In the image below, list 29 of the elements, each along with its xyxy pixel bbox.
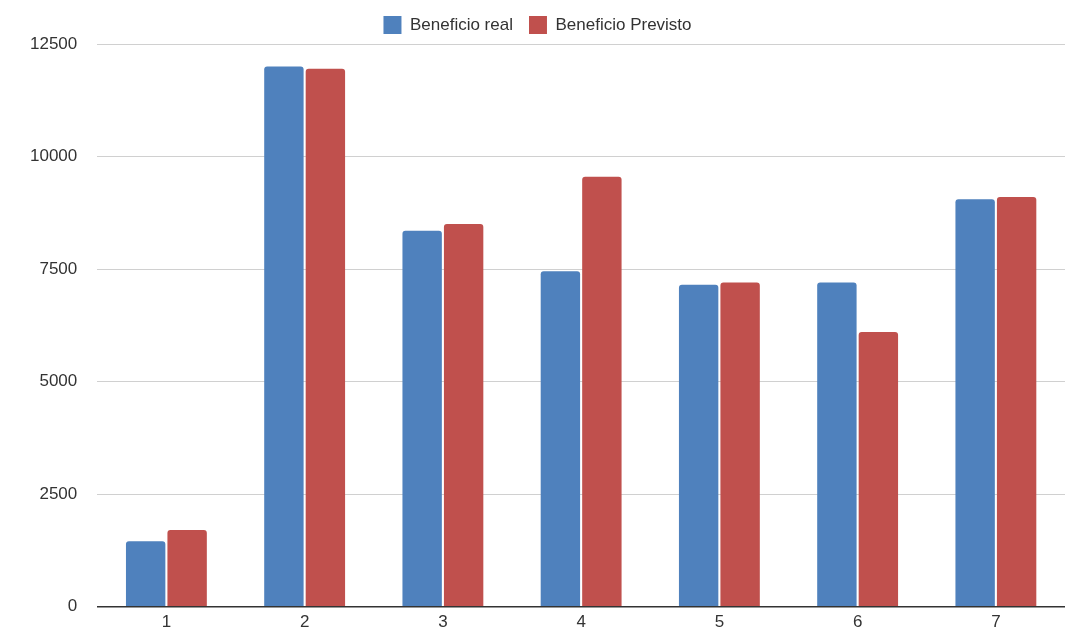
y-tick-label: 12500 [29,33,78,53]
bar [582,176,622,607]
x-tick-label: 3 [438,612,448,632]
bar [678,284,719,607]
x-tick-label: 2 [299,612,310,632]
y-tick-label: 10000 [29,146,78,166]
y-tick-label: 2500 [39,483,78,503]
legend-label: Beneficio Previsto [555,14,692,34]
bar [264,66,304,607]
bar [817,282,857,607]
x-tick-label: 4 [576,612,586,632]
bar [955,199,995,607]
x-tick-label: 6 [852,612,863,632]
bar [540,271,581,607]
x-tick-label: 5 [714,612,725,632]
bar [305,68,346,607]
x-tick-label: 7 [991,612,1001,632]
y-tick-label: 0 [67,596,78,616]
bar [996,197,1037,607]
legend-label: Beneficio real [409,14,513,34]
bar [443,224,484,607]
bar [125,541,166,607]
bar [720,282,760,607]
y-tick-label: 5000 [39,371,78,391]
bar [402,230,442,607]
bar [167,530,207,607]
y-tick-label: 7500 [39,258,78,278]
x-tick-label: 1 [161,612,172,632]
bar [858,332,899,607]
